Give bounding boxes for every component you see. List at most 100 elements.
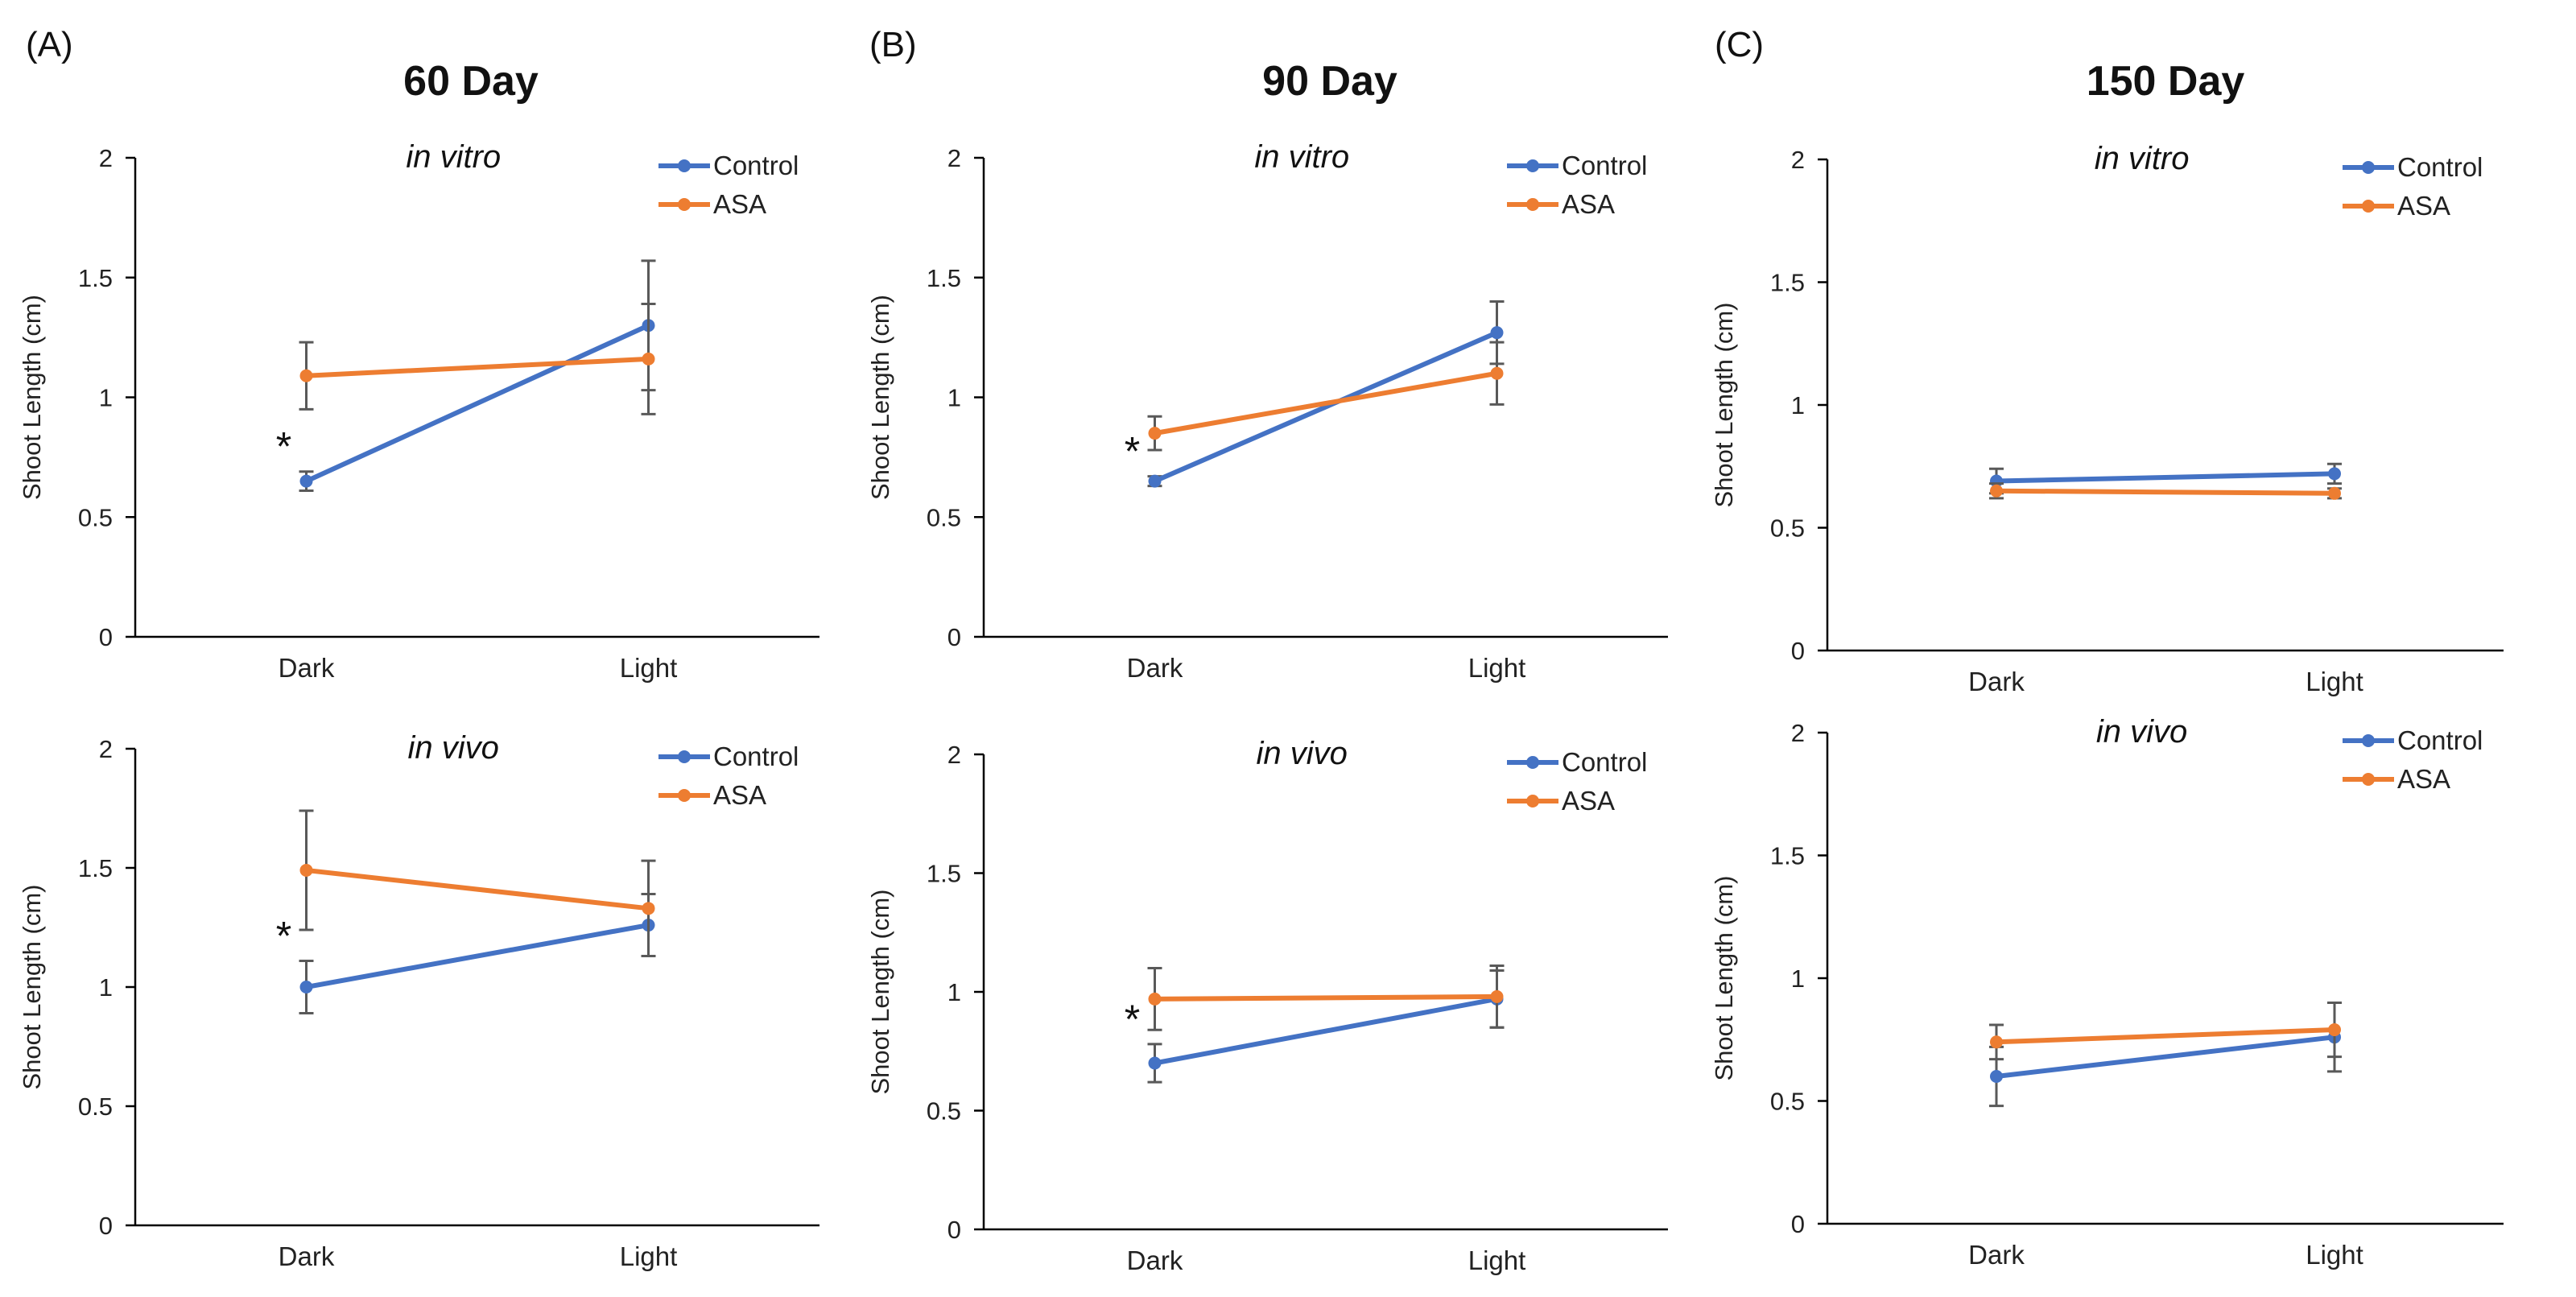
c2-y-tick-label-0: 0 xyxy=(1791,637,1805,665)
c5-legend-control-label: Control xyxy=(2397,725,2483,755)
c4-y-tick-label-4: 2 xyxy=(947,741,961,769)
c2-legend-asa-label: ASA xyxy=(2397,191,2450,221)
c2-legend-asa-marker xyxy=(2362,200,2375,213)
c5-legend-asa-marker xyxy=(2362,773,2375,786)
c2-y-tick-label-1: 0.5 xyxy=(1770,514,1805,543)
c5-subtitle: in vivo xyxy=(2096,714,2187,750)
c5-x-label-dark: Dark xyxy=(1968,1240,2025,1270)
c0-legend-asa-label: ASA xyxy=(713,189,766,219)
c2-y-tick-label-3: 1.5 xyxy=(1770,269,1805,297)
c4-y-tick-label-1: 0.5 xyxy=(927,1097,961,1126)
c1-y-tick-label-1: 0.5 xyxy=(927,503,961,531)
c4-legend-control-marker xyxy=(1526,756,1539,769)
c0-control-series-line xyxy=(305,323,650,484)
c4-legend-control-label: Control xyxy=(1562,747,1647,777)
c4-y-tick-label-0: 0 xyxy=(947,1216,961,1244)
c0-y-tick-label-4: 2 xyxy=(99,144,113,172)
c2-y-tick-label-2: 1 xyxy=(1791,391,1805,419)
c1-significance-marker-dark: * xyxy=(1125,429,1140,474)
c0-subtitle: in vitro xyxy=(406,139,501,175)
c4-y-axis-title: Shoot Length (cm) xyxy=(866,889,894,1094)
c4-asa-point-light xyxy=(1490,989,1504,1003)
c3-significance-marker-dark: * xyxy=(276,913,291,958)
c2-legend-control-label: Control xyxy=(2397,152,2483,182)
c1-y-axis-title: Shoot Length (cm) xyxy=(866,295,894,500)
c4-significance-marker-dark: * xyxy=(1125,997,1140,1042)
panel-letter-a: (A) xyxy=(26,25,73,64)
c0-asa-point-light xyxy=(642,352,655,366)
c3-y-tick-label-3: 1.5 xyxy=(78,854,113,882)
c2-control-point-light xyxy=(2328,467,2341,481)
c0-y-tick-label-1: 0.5 xyxy=(78,503,113,531)
c3-x-label-light: Light xyxy=(620,1241,678,1271)
c1-legend-asa-label: ASA xyxy=(1562,189,1615,219)
c1-subtitle: in vitro xyxy=(1254,139,1349,175)
c4-subtitle: in vivo xyxy=(1257,736,1348,771)
c1-asa-point-dark xyxy=(1148,427,1162,440)
c4-x-label-dark: Dark xyxy=(1127,1245,1183,1275)
panel-title-a: 60 Day xyxy=(403,58,539,105)
c0-asa-point-dark xyxy=(299,369,313,382)
c3-legend-asa-marker xyxy=(678,789,691,802)
c1-legend-control-label: Control xyxy=(1562,151,1647,180)
c4-y-tick-label-3: 1.5 xyxy=(927,860,961,888)
c3-legend-control-label: Control xyxy=(713,741,799,771)
c1-y-tick-label-0: 0 xyxy=(947,623,961,651)
panel-title-c: 150 Day xyxy=(2087,58,2245,105)
c4-control-point-dark xyxy=(1148,1056,1162,1070)
c2-control-series-line xyxy=(1996,471,2335,484)
c1-y-tick-label-2: 1 xyxy=(947,384,961,412)
c5-asa-series-line xyxy=(1996,1027,2335,1045)
c3-asa-series-line xyxy=(306,867,649,911)
subplot-60-day-in-vitro: 0 0.5 1 1.5 2 Dark Light Shoot Length (cm) in vi… xyxy=(18,139,819,683)
panel-letter-c: (C) xyxy=(1715,25,1764,64)
c3-y-tick-label-4: 2 xyxy=(99,735,113,763)
c5-y-tick-label-3: 1.5 xyxy=(1770,842,1805,870)
c0-significance-marker-dark: * xyxy=(276,424,291,469)
c5-asa-point-dark xyxy=(1990,1035,2003,1049)
c1-asa-point-light xyxy=(1490,366,1504,380)
c5-y-tick-label-4: 2 xyxy=(1791,719,1805,747)
c5-y-tick-label-2: 1 xyxy=(1791,964,1805,993)
c3-x-label-dark: Dark xyxy=(279,1241,335,1271)
c0-y-tick-label-2: 1 xyxy=(99,384,113,412)
c5-legend-asa-label: ASA xyxy=(2397,764,2450,794)
c0-y-axis-title: Shoot Length (cm) xyxy=(18,295,46,500)
panel-letter-b: (B) xyxy=(869,25,917,64)
c1-asa-series-line xyxy=(1154,370,1498,436)
c4-legend-asa-label: ASA xyxy=(1562,786,1615,816)
c3-legend-asa-label: ASA xyxy=(713,780,766,810)
c2-y-axis-title: Shoot Length (cm) xyxy=(1710,302,1738,507)
c2-subtitle: in vitro xyxy=(2095,141,2190,176)
c1-x-label-dark: Dark xyxy=(1127,653,1183,683)
c1-y-tick-label-3: 1.5 xyxy=(927,264,961,292)
c1-control-point-dark xyxy=(1148,474,1162,488)
c3-y-axis-title: Shoot Length (cm) xyxy=(18,884,46,1089)
c2-y-tick-label-4: 2 xyxy=(1791,146,1805,174)
c0-x-label-light: Light xyxy=(620,653,678,683)
subplot-60-day-in-vivo: 0 0.5 1 1.5 2 Dark Light Shoot Length (cm) in vi… xyxy=(18,730,819,1271)
c2-legend-control-marker xyxy=(2362,161,2375,174)
c0-legend-control-label: Control xyxy=(713,151,799,180)
c1-control-point-light xyxy=(1490,326,1504,340)
c2-asa-point-dark xyxy=(1990,484,2003,498)
c2-asa-series-line xyxy=(1996,488,2335,496)
c4-legend-asa-marker xyxy=(1526,795,1539,808)
c0-asa-series-line xyxy=(306,356,649,378)
c5-y-tick-label-0: 0 xyxy=(1791,1210,1805,1238)
c3-legend-control-marker xyxy=(678,750,691,763)
c0-control-point-dark xyxy=(299,474,313,488)
c0-y-tick-label-0: 0 xyxy=(99,623,113,651)
c5-asa-point-light xyxy=(2328,1023,2341,1037)
c4-control-series-line xyxy=(1154,996,1498,1066)
c3-y-tick-label-2: 1 xyxy=(99,973,113,1002)
subplot-150-day-in-vivo: 0 0.5 1 1.5 2 Dark Light Shoot Length (cm) in vi… xyxy=(1710,714,2504,1270)
panel-title-b: 90 Day xyxy=(1262,58,1397,105)
c3-y-tick-label-1: 0.5 xyxy=(78,1093,113,1121)
c2-asa-point-light xyxy=(2328,486,2341,500)
subplot-90-day-in-vitro: 0 0.5 1 1.5 2 Dark Light Shoot Length (cm) in vi… xyxy=(866,139,1668,683)
subplot-150-day-in-vitro: 0 0.5 1 1.5 2 Dark Light Shoot Length (cm) in vi… xyxy=(1710,141,2504,696)
c2-x-label-light: Light xyxy=(2306,667,2363,696)
subplot-90-day-in-vivo: 0 0.5 1 1.5 2 Dark Light Shoot Length (cm) in vi… xyxy=(866,736,1668,1275)
